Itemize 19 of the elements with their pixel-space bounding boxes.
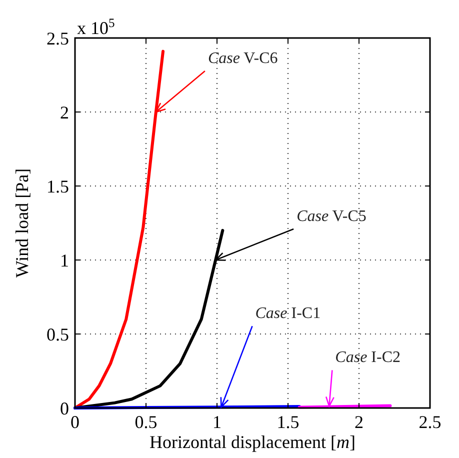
y-axis-title: Wind load [Pa]	[12, 168, 32, 278]
line-series	[74, 50, 165, 410]
annotation: Case I-C2	[335, 349, 401, 366]
x-tick-label: 1	[212, 412, 222, 432]
y-tick-label: 1	[60, 250, 69, 270]
y-tick-label: 2	[60, 102, 69, 122]
x-tick-label: 2.5	[418, 412, 442, 432]
annotation: Case V-C6	[208, 50, 278, 67]
x-tick-label: 1.5	[276, 412, 300, 432]
x-tick-label: 0.5	[134, 412, 158, 432]
annotation: Case V-C5	[296, 208, 366, 225]
annotation: x 10$^{5}$	[77, 16, 115, 38]
y-tick-label: 1.5	[46, 176, 69, 196]
y-tick-label: 0.5	[46, 324, 69, 344]
x-axis-title: Horizontal displacement [m]	[150, 432, 356, 452]
y-tick-label: 0	[60, 398, 69, 418]
x-tick-label: 2	[354, 412, 364, 432]
y-tick-label: 2.5	[46, 28, 69, 48]
annotation: Case I-C1	[255, 305, 321, 322]
